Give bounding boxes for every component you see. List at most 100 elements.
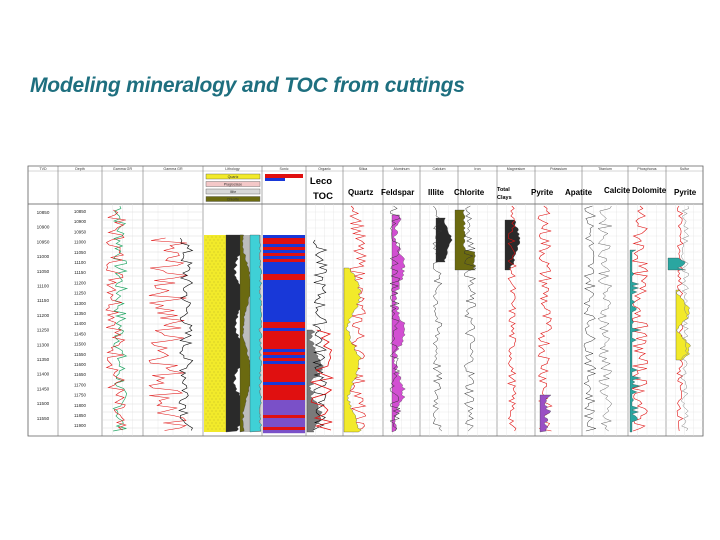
quartz-dot [213,311,215,313]
quartz-dot [219,302,221,304]
quartz-dot [207,332,209,334]
quartz-dot [217,395,219,397]
overlay-labels: 10850 10900 10950 11000 11050 11100 11150 11200… [37,176,697,428]
depth-label: 11300 [74,301,86,306]
quartz-dot [209,401,211,403]
quartz-dot [209,395,211,397]
quartz-dot [223,242,225,244]
quartz-dot [211,368,213,370]
label-pyrite-1: Pyrite [531,188,554,197]
quartz-dot [205,257,207,259]
quartz-dot [205,317,207,319]
quartz-dot [213,353,215,355]
quartz-dot [215,404,217,406]
dolomite-fill [667,257,686,271]
quartz-dot [217,389,219,391]
quartz-dot [213,395,215,397]
sonic-band [263,337,305,341]
quartz-dot [209,281,211,283]
quartz-dot [223,404,225,406]
label-illite: Illite [428,188,445,197]
quartz-dot [211,254,213,256]
calcite-curve [631,205,649,432]
track-header: Silica [359,167,368,171]
quartz-dot [221,311,223,313]
quartz-dot [213,377,215,379]
toc-curve [312,239,328,431]
quartz-dot [205,365,207,367]
quartz-dot [219,398,221,400]
sonic-band [263,349,305,353]
sonic-band [263,409,305,413]
quartz-dot [211,320,213,322]
quartz-dot [211,386,213,388]
sonic-band [263,403,305,407]
quartz-dot [219,290,221,292]
track-header: Potassium [550,167,567,171]
quartz-dot [207,320,209,322]
track-header: Depth [75,167,85,171]
quartz-dot [217,419,219,421]
tvd-label: 11100 [37,284,50,289]
quartz-dot [217,287,219,289]
quartz-dot [215,428,217,430]
quartz-dot [211,290,213,292]
log-curves [105,205,691,434]
quartz-dot [221,305,223,307]
track-header: Iron [474,167,480,171]
quartz-dot [223,362,225,364]
quartz-dot [215,380,217,382]
depth-label: 10900 [74,219,87,224]
quartz-dot [207,374,209,376]
quartz-dot [217,275,219,277]
quartz-dot [209,371,211,373]
sonic-band [263,385,305,389]
quartz-dot [213,425,215,427]
quartz-dot [211,278,213,280]
quartz-dot [221,245,223,247]
sonic-band [263,247,305,251]
quartz-dot [213,413,215,415]
sonic-band [263,301,305,305]
quartz-dot [215,260,217,262]
sonic-band [263,424,305,428]
sonic-band [263,397,305,401]
quartz-dot [211,266,213,268]
quartz-dot [217,311,219,313]
quartz-dot [215,236,217,238]
tvd-label: 11350 [37,357,50,362]
apatite-curve [583,205,597,432]
quartz-dot [219,338,221,340]
quartz-dot [211,398,213,400]
quartz-dot [209,263,211,265]
sonic-band [263,394,305,398]
quartz-dot [209,311,211,313]
quartz-dot [209,257,211,259]
quartz-dot [223,344,225,346]
quartz-dot [215,422,217,424]
quartz-dot [207,362,209,364]
sonic-band [263,322,305,326]
quartz-dot [205,323,207,325]
quartz-dot [205,335,207,337]
quartz-dot [215,272,217,274]
quartz-dot [223,248,225,250]
quartz-dot [217,317,219,319]
quartz-dot [205,341,207,343]
depth-label: 11000 [74,240,86,245]
quartz-dot [223,260,225,262]
quartz-dot [215,326,217,328]
depth-label: 10850 [74,209,87,214]
quartz-dot [223,386,225,388]
quartz-dot [217,413,219,415]
quartz-dot [213,263,215,265]
quartz-dot [211,410,213,412]
depth-label: 11250 [74,291,86,296]
quartz-dot [219,356,221,358]
quartz-dot [217,347,219,349]
quartz-dot [223,356,225,358]
quartz-dot [217,239,219,241]
sonic-band [263,400,305,404]
depth-label: 11700 [74,382,86,387]
